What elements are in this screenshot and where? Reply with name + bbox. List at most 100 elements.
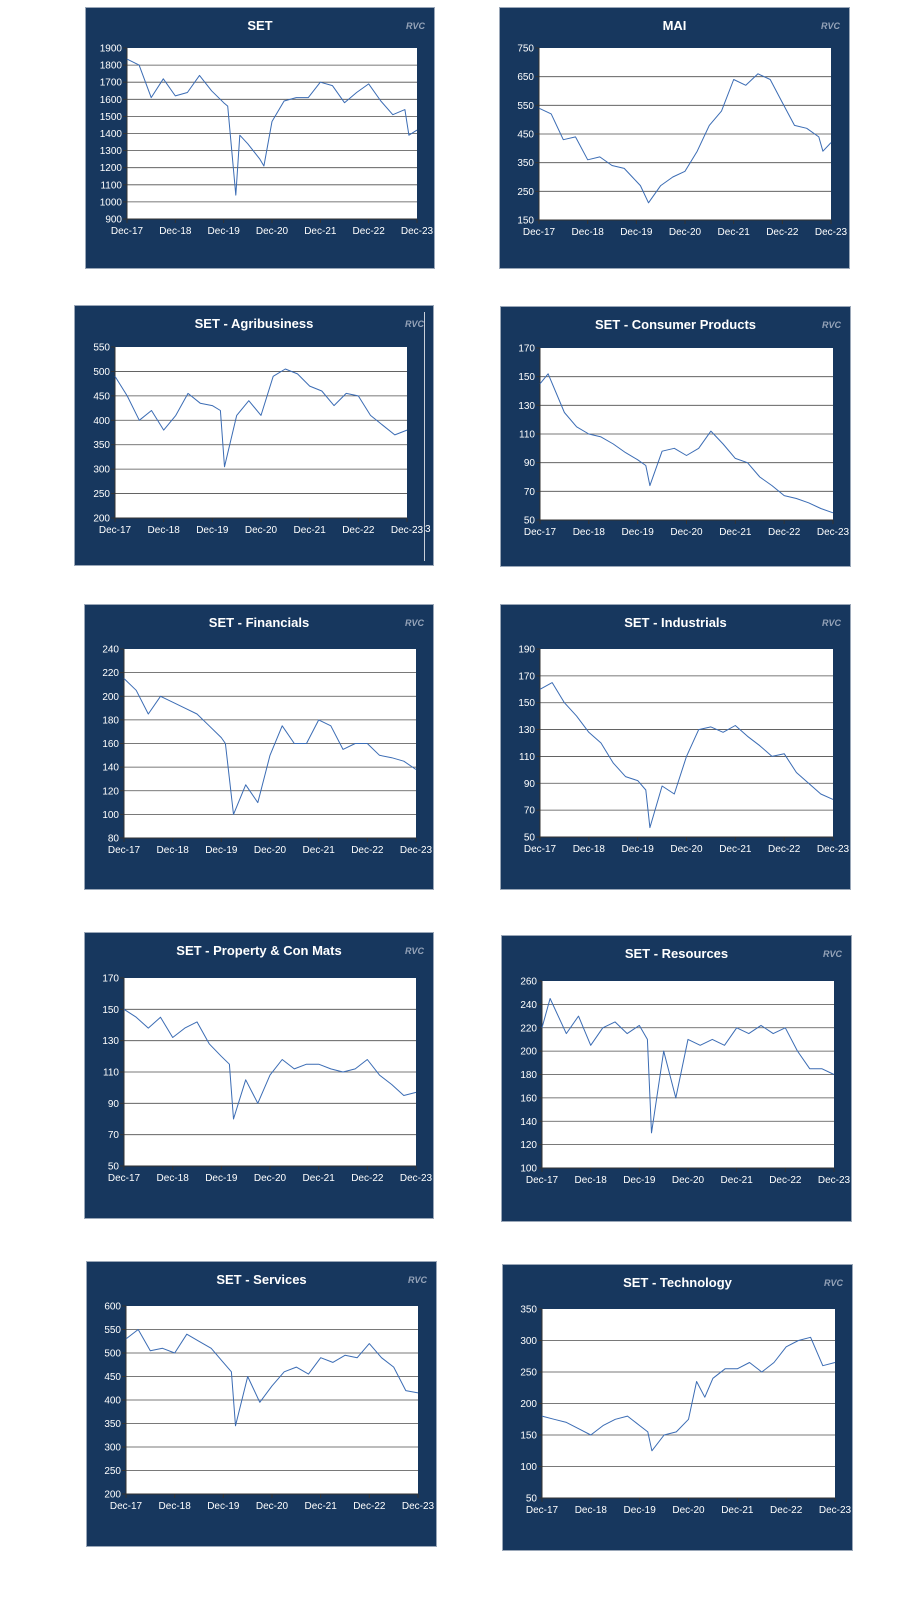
y-tick-label: 110 — [103, 1068, 119, 1079]
chart-title: SET - Resources — [624, 946, 729, 961]
y-tick-label: 170 — [518, 671, 535, 682]
y-tick-label: 350 — [104, 1419, 121, 1430]
y-tick-label: 90 — [524, 779, 536, 790]
watermark-label: RVC — [405, 21, 425, 31]
x-tick-label: Dec-17 — [524, 527, 557, 538]
x-tick-label: Dec-19 — [622, 527, 655, 538]
watermark-label: RVC — [404, 946, 424, 956]
chart-panel: SET - Industrials RVC 50 70 90 110 130 150 170 19… — [500, 604, 851, 890]
x-tick-label: Dec-19 — [205, 1173, 238, 1184]
x-tick-label: Dec-23 — [402, 1501, 435, 1512]
x-tick-label: Dec-22 — [766, 227, 799, 238]
y-tick-label: 120 — [520, 1140, 537, 1151]
y-tick-label: 90 — [524, 458, 536, 469]
x-tick-label: Dec-18 — [157, 845, 190, 856]
chart-title: SET - Property & Con Mats — [176, 943, 342, 958]
x-tick-label: Dec-18 — [573, 527, 606, 538]
y-tick-label: 160 — [102, 739, 119, 750]
x-tick-label: Dec-23 — [815, 227, 848, 238]
y-tick-label: 140 — [520, 1117, 537, 1128]
y-tick-label: 140 — [102, 763, 119, 774]
x-tick-label: Dec-23 — [819, 1505, 852, 1516]
x-tick-label: Dec-20 — [670, 844, 703, 855]
x-tick-label: Dec-22 — [768, 844, 801, 855]
watermark-label: RVC — [821, 618, 841, 628]
y-tick-label: 180 — [520, 1070, 537, 1081]
x-tick-label: Dec-19 — [622, 844, 655, 855]
y-tick-label: 400 — [93, 416, 110, 427]
series-line — [541, 998, 835, 1134]
y-tick-label: 260 — [520, 977, 537, 988]
y-tick-label: 1700 — [100, 78, 123, 89]
y-tick-label: 90 — [108, 1099, 120, 1110]
x-tick-label: Dec-20 — [672, 1175, 705, 1186]
y-tick-label: 500 — [104, 1349, 121, 1360]
y-tick-label: 150 — [518, 698, 535, 709]
chart-svg: 50 70 90 110 130 150 170 Dec-17 Dec-18 Dec-19 Dec-… — [102, 974, 433, 1185]
y-tick-label: 150 — [518, 372, 535, 383]
x-tick-label: Dec-22 — [351, 1173, 384, 1184]
y-tick-label: 1400 — [100, 129, 123, 140]
series-line — [114, 368, 408, 468]
y-tick-label: 110 — [519, 752, 535, 763]
chart-svg: 80 100 120 140 160 180 200 220 240 Dec-17 Dec-18 De… — [102, 645, 432, 857]
x-tick-label: Dec-21 — [721, 1505, 754, 1516]
series-line — [125, 1329, 419, 1427]
chart-svg: 150 250 350 450 550 650 750 Dec-17 Dec-18 Dec-19 D… — [517, 44, 848, 239]
x-tick-label: Dec-21 — [303, 845, 336, 856]
y-tick-label: 250 — [517, 187, 534, 198]
chart-panel: MAI RVC 150 250 350 450 550 650 750 Dec-17 Dec-18 D… — [499, 7, 850, 269]
y-tick-label: 200 — [102, 692, 119, 703]
x-tick-label: Dec-18 — [575, 1505, 608, 1516]
chart-title: SET — [247, 18, 273, 33]
chart-panel: SET - Technology RVC 50 100 150 200 250 300 350 D… — [502, 1264, 853, 1551]
y-tick-label: 450 — [93, 391, 110, 402]
y-tick-label: 300 — [93, 465, 110, 476]
series-line — [538, 73, 832, 204]
chart-title: SET - Financials — [208, 615, 310, 630]
series-line — [123, 1008, 417, 1120]
watermark-label: RVC — [823, 1278, 843, 1288]
y-tick-label: 350 — [517, 158, 534, 169]
x-tick-label: Dec-23 — [400, 1173, 433, 1184]
chart-svg: 200 250 300 350 400 450 500 550 Dec-17 Dec-18 Dec-… — [93, 343, 424, 537]
x-tick-label: Dec-18 — [157, 1173, 190, 1184]
y-tick-label: 200 — [520, 1399, 537, 1410]
chart-svg: 900 1000 1100 1200 1300 1400 1500 1600 1700 1800 1… — [100, 44, 434, 238]
y-tick-label: 350 — [520, 1305, 537, 1316]
x-tick-label: Dec-21 — [294, 525, 327, 536]
x-tick-label: Dec-17 — [526, 1505, 559, 1516]
y-tick-label: 100 — [102, 810, 119, 821]
x-tick-label: Dec-22 — [353, 1501, 386, 1512]
y-tick-label: 180 — [102, 715, 119, 726]
y-tick-label: 130 — [518, 725, 535, 736]
y-tick-label: 200 — [104, 1490, 121, 1501]
chart-svg: 50 100 150 200 250 300 350 Dec-17 Dec-18 Dec-19 De… — [520, 1305, 852, 1517]
x-tick-label: Dec-21 — [304, 226, 337, 237]
x-tick-label: Dec-22 — [342, 525, 375, 536]
chart-title: SET - Industrials — [624, 615, 727, 630]
x-tick-label: Dec-19 — [205, 845, 238, 856]
chart-title: SET - Technology — [623, 1275, 732, 1290]
y-tick-label: 50 — [526, 1494, 538, 1505]
y-tick-label: 450 — [517, 130, 534, 141]
stray-label: 3 — [425, 524, 431, 535]
x-tick-label: Dec-19 — [623, 1175, 656, 1186]
x-tick-label: Dec-23 — [817, 527, 850, 538]
chart-title: MAI — [662, 18, 687, 33]
y-tick-label: 220 — [102, 668, 119, 679]
x-tick-label: Dec-18 — [575, 1175, 608, 1186]
chart-panel: SET RVC 900 1000 1100 1200 1300 1400 1500 1600 170… — [85, 7, 435, 269]
series-line — [539, 373, 834, 514]
x-tick-label: Dec-23 — [391, 525, 424, 536]
x-tick-label: Dec-22 — [351, 845, 384, 856]
panel-divider — [424, 312, 425, 561]
x-tick-label: Dec-18 — [148, 525, 181, 536]
y-tick-label: 240 — [520, 1000, 537, 1011]
y-tick-label: 1000 — [100, 197, 123, 208]
plot-area — [115, 347, 407, 518]
y-tick-label: 50 — [108, 1162, 120, 1173]
chart-panel: SET - Resources RVC 100 120 140 160 180 200 220 2… — [501, 935, 852, 1222]
y-tick-label: 450 — [104, 1372, 121, 1383]
y-tick-label: 900 — [105, 215, 122, 226]
